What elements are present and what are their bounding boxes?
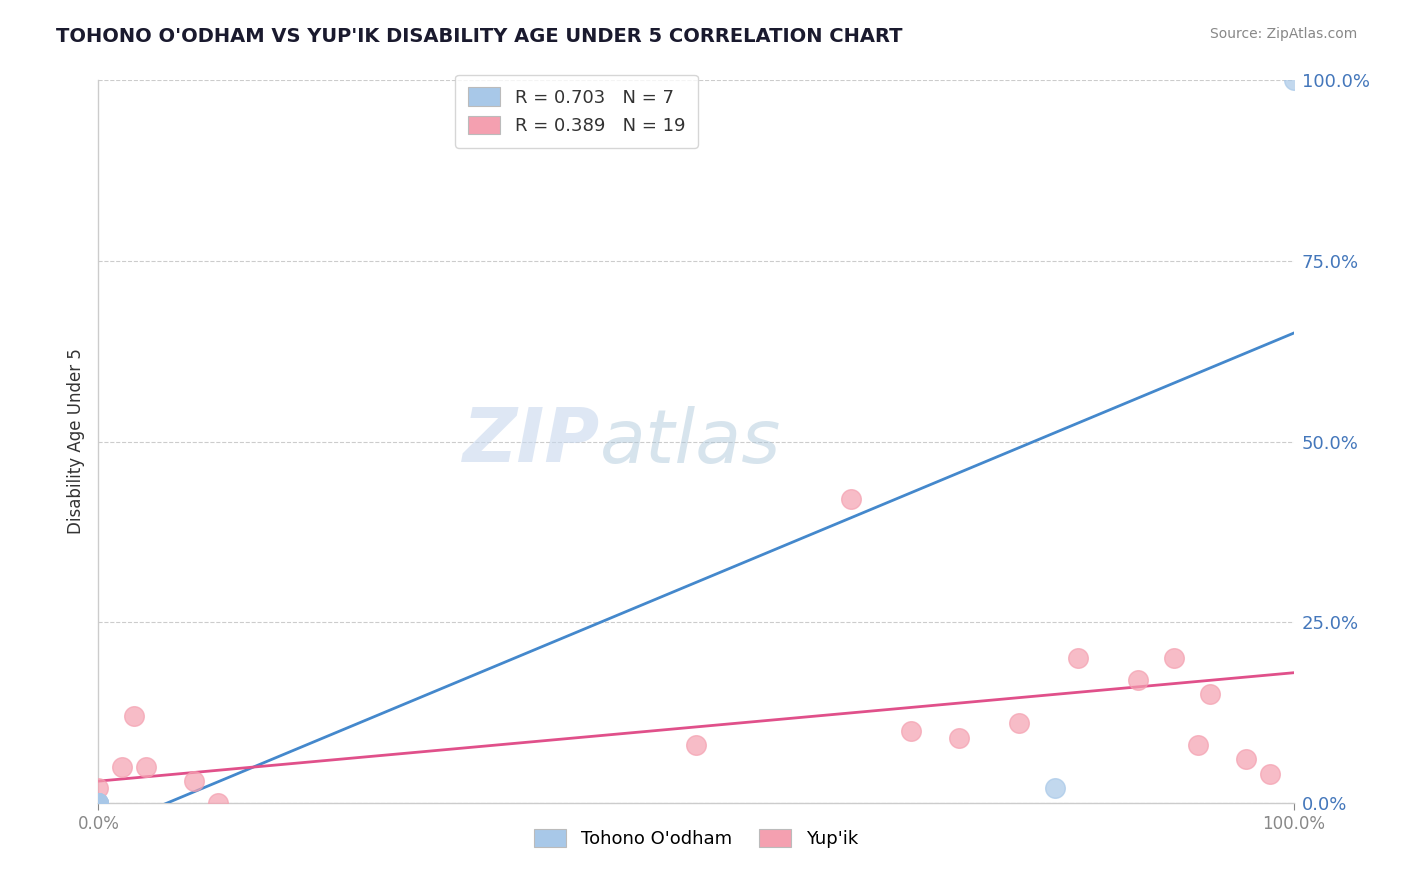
Point <box>1187 738 1209 752</box>
Point <box>87 796 110 810</box>
Point <box>948 731 970 745</box>
Point <box>183 774 205 789</box>
Point <box>207 796 229 810</box>
Point <box>685 738 707 752</box>
Legend: Tohono O'odham, Yup'ik: Tohono O'odham, Yup'ik <box>527 822 865 855</box>
Point <box>1043 781 1066 796</box>
Point <box>124 709 146 723</box>
Point <box>1008 716 1031 731</box>
Point <box>87 796 110 810</box>
Point <box>1199 687 1222 701</box>
Text: atlas: atlas <box>600 406 782 477</box>
Point <box>1282 73 1305 87</box>
Point <box>1128 673 1150 687</box>
Point <box>87 796 110 810</box>
Point <box>1258 767 1281 781</box>
Point <box>900 723 922 738</box>
Text: Source: ZipAtlas.com: Source: ZipAtlas.com <box>1209 27 1357 41</box>
Y-axis label: Disability Age Under 5: Disability Age Under 5 <box>66 349 84 534</box>
Point <box>87 781 110 796</box>
Point <box>87 796 110 810</box>
Point <box>87 796 110 810</box>
Point <box>1163 651 1185 665</box>
Point <box>111 760 134 774</box>
Text: ZIP: ZIP <box>463 405 600 478</box>
Point <box>87 796 110 810</box>
Text: TOHONO O'ODHAM VS YUP'IK DISABILITY AGE UNDER 5 CORRELATION CHART: TOHONO O'ODHAM VS YUP'IK DISABILITY AGE … <box>56 27 903 45</box>
Point <box>135 760 157 774</box>
Point <box>1067 651 1090 665</box>
Point <box>841 492 863 507</box>
Point <box>1234 752 1257 766</box>
